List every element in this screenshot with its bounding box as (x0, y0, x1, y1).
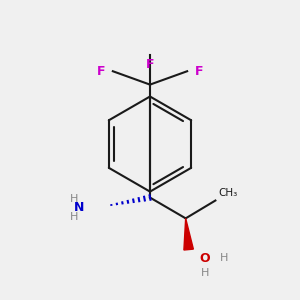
Polygon shape (184, 218, 194, 250)
Text: H: H (201, 268, 209, 278)
Text: H: H (70, 212, 79, 222)
Text: CH₃: CH₃ (218, 188, 238, 198)
Text: H: H (70, 194, 79, 203)
Text: H: H (220, 254, 228, 263)
Text: F: F (146, 58, 154, 71)
Text: N: N (74, 202, 85, 214)
Text: F: F (97, 65, 105, 78)
Text: F: F (195, 65, 203, 78)
Text: O: O (200, 252, 210, 265)
